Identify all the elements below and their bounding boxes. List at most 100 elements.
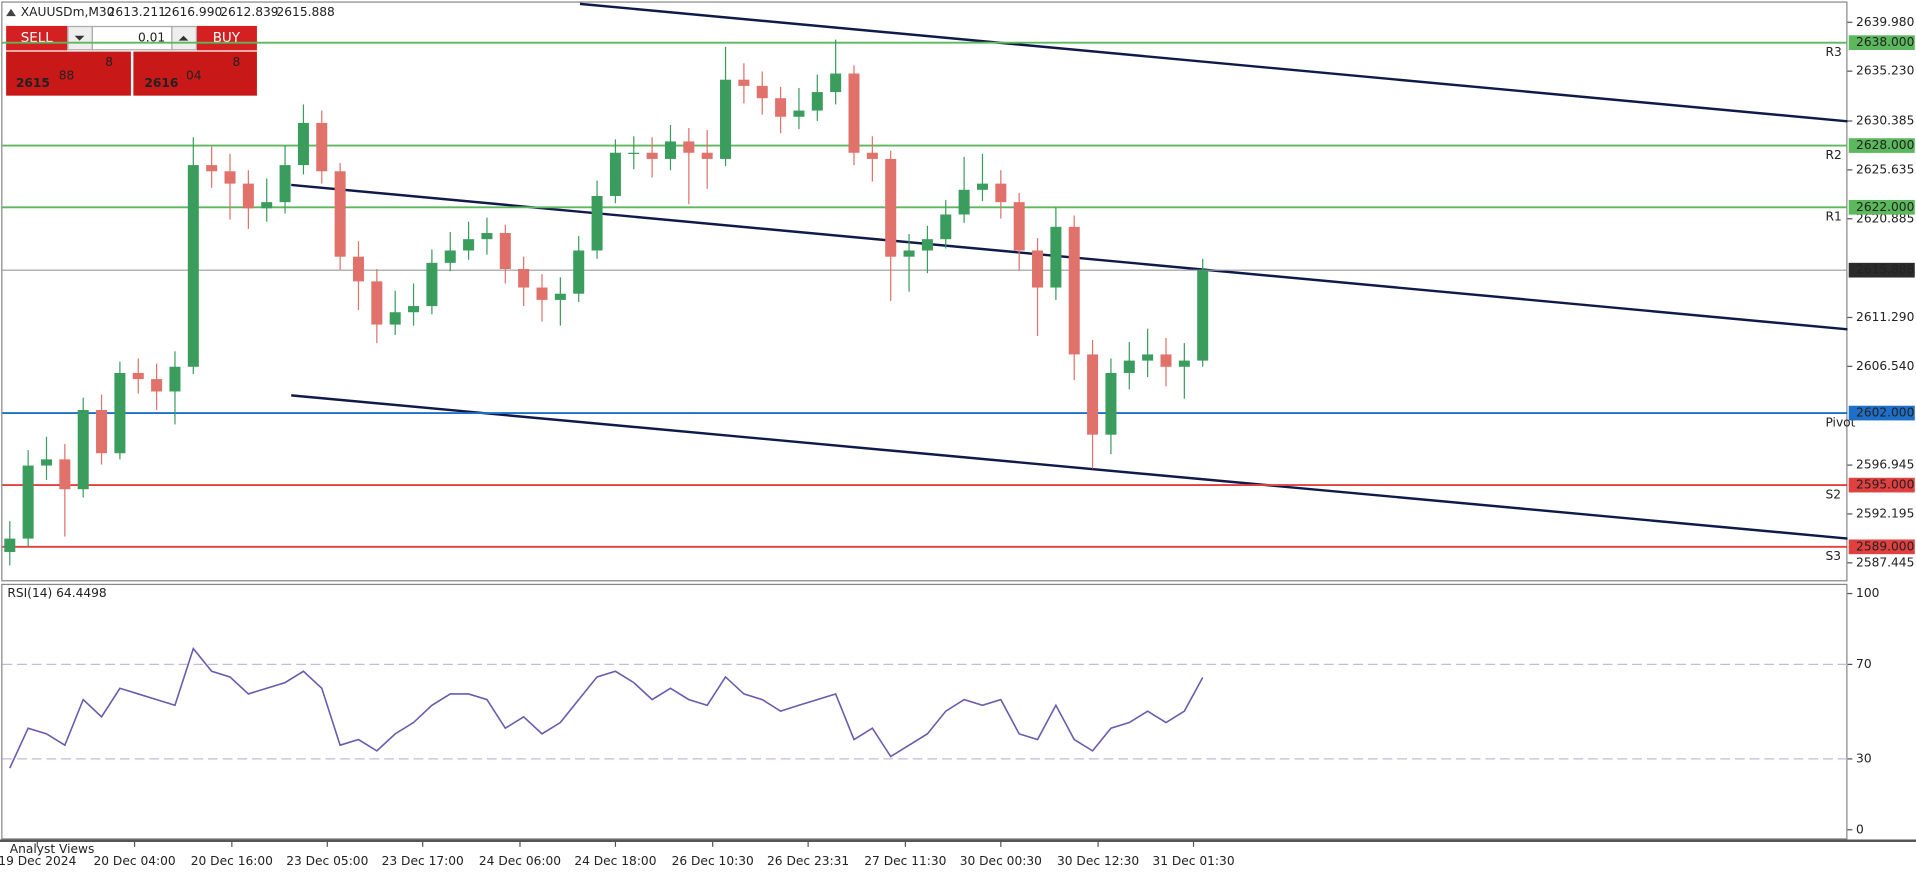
candle-body bbox=[793, 110, 805, 117]
trend-line bbox=[579, 2, 1848, 123]
candle-body bbox=[536, 287, 548, 300]
y-tick-label: 100 bbox=[1856, 586, 1879, 600]
candle-body bbox=[261, 202, 273, 209]
lot-value: 0.01 bbox=[138, 31, 165, 45]
sell-button[interactable] bbox=[6, 25, 68, 51]
level-name: Pivot bbox=[1825, 415, 1855, 429]
candle-body bbox=[334, 171, 346, 257]
ask-big: 2616 bbox=[144, 76, 178, 90]
symbol-header: XAUUSDm,M30 bbox=[21, 5, 115, 19]
candle-body bbox=[499, 233, 511, 270]
candle-body bbox=[958, 189, 970, 215]
y-tick-label: 2635.230 bbox=[1856, 64, 1914, 78]
candle-body bbox=[1123, 360, 1135, 373]
candle-body bbox=[848, 73, 860, 153]
collapse-icon[interactable] bbox=[6, 8, 16, 17]
candle-body bbox=[187, 165, 199, 367]
candle-body bbox=[903, 250, 915, 257]
x-tick-label: 20 Dec 04:00 bbox=[93, 854, 175, 868]
x-tick-label: 30 Dec 00:30 bbox=[960, 854, 1042, 868]
candle-body bbox=[573, 250, 585, 294]
candle-body bbox=[371, 281, 383, 325]
level-price-box bbox=[1848, 405, 1915, 421]
x-tick-label: 27 Dec 11:30 bbox=[864, 854, 946, 868]
candle-body bbox=[756, 85, 768, 99]
level-name: R3 bbox=[1825, 45, 1841, 59]
candle-body bbox=[554, 293, 566, 300]
candle-body bbox=[518, 269, 530, 288]
ask-box[interactable] bbox=[133, 51, 257, 96]
candle-body bbox=[352, 256, 364, 282]
candle-body bbox=[4, 538, 16, 552]
last-price-box bbox=[1848, 262, 1915, 278]
x-tick-label: 24 Dec 18:00 bbox=[574, 854, 656, 868]
x-tick-label: 23 Dec 17:00 bbox=[382, 854, 464, 868]
y-tick-label: 2596.945 bbox=[1856, 458, 1914, 472]
candle-body bbox=[775, 98, 787, 117]
candle-body bbox=[995, 183, 1007, 203]
candle-body bbox=[77, 409, 89, 490]
x-tick-label: 31 Dec 01:30 bbox=[1152, 854, 1234, 868]
candle-body bbox=[444, 250, 456, 263]
rsi-line bbox=[9, 646, 1204, 769]
candle-body bbox=[96, 409, 108, 454]
candle-body bbox=[1142, 354, 1154, 361]
rsi-title: RSI(14) 64.4498 bbox=[7, 586, 106, 600]
y-tick-label: 0 bbox=[1856, 822, 1864, 836]
x-tick-label: 20 Dec 16:00 bbox=[191, 854, 273, 868]
candle-body bbox=[408, 306, 420, 313]
x-tick-label: 23 Dec 05:00 bbox=[286, 854, 368, 868]
y-tick-label: 2587.445 bbox=[1856, 555, 1914, 569]
level-name: R1 bbox=[1825, 210, 1841, 224]
level-price-label: 2628.000 bbox=[1856, 138, 1914, 152]
level-price-box bbox=[1848, 35, 1915, 51]
level-price-label: 2595.000 bbox=[1856, 478, 1914, 492]
candle-body bbox=[481, 233, 493, 240]
candle-body bbox=[224, 171, 236, 184]
candle-body bbox=[59, 459, 71, 490]
candle-body bbox=[316, 122, 328, 172]
candle-body bbox=[169, 366, 181, 392]
y-tick-label: 2592.195 bbox=[1856, 506, 1914, 520]
one-click-panel: SELL 0.01 BUY 2615 88 8 2616 04 8 bbox=[6, 25, 257, 96]
level-price-label: 2622.000 bbox=[1856, 200, 1914, 214]
ask-main: 04 bbox=[186, 69, 202, 83]
candle-body bbox=[1068, 226, 1080, 355]
candle-body bbox=[132, 372, 144, 380]
arrow-down bbox=[74, 35, 85, 41]
header-price: 2615.888 bbox=[277, 5, 335, 19]
arrow-up bbox=[178, 35, 189, 41]
candle-body bbox=[664, 141, 676, 159]
candle-body bbox=[811, 92, 823, 111]
level-price-box bbox=[1848, 138, 1915, 153]
candle-body bbox=[242, 183, 254, 209]
candle-body bbox=[389, 312, 401, 325]
candle-body bbox=[720, 79, 732, 159]
footer-tab[interactable]: Analyst Views bbox=[10, 842, 95, 856]
bid-box[interactable] bbox=[6, 51, 131, 96]
bid-main: 88 bbox=[59, 69, 75, 83]
candle-body bbox=[114, 372, 126, 454]
y-tick-label: 2611.290 bbox=[1856, 310, 1914, 324]
last-price-label: 2615.888 bbox=[1856, 263, 1914, 277]
header-price: 2616.990 bbox=[164, 5, 222, 19]
candle-body bbox=[738, 79, 750, 86]
y-tick-label: 2639.980 bbox=[1856, 15, 1914, 29]
level-price-label: 2589.000 bbox=[1856, 539, 1914, 553]
candle-body bbox=[830, 73, 842, 93]
candle-body bbox=[1032, 250, 1044, 288]
candle-body bbox=[976, 183, 988, 190]
level-price-box bbox=[1848, 199, 1915, 215]
y-tick-label: 2630.385 bbox=[1856, 114, 1914, 128]
candle-body bbox=[866, 152, 878, 159]
candle-body bbox=[885, 158, 897, 257]
header-price: 2613.211 bbox=[108, 5, 166, 19]
candle-body bbox=[426, 262, 438, 307]
sell-label: SELL bbox=[21, 31, 54, 46]
level-price-box bbox=[1848, 539, 1915, 555]
x-tick-label: 26 Dec 10:30 bbox=[672, 854, 754, 868]
buy-button[interactable] bbox=[196, 25, 257, 51]
level-price-label: 2638.000 bbox=[1856, 35, 1914, 49]
candle-body bbox=[1013, 202, 1025, 251]
